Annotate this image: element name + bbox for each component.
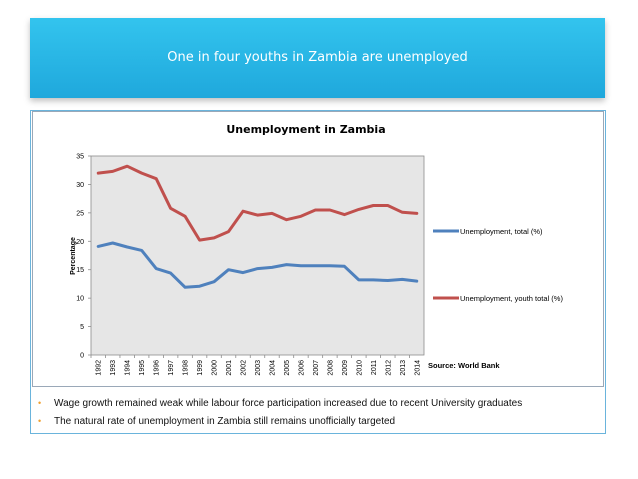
- x-tick-label: 2000: [212, 360, 219, 376]
- x-tick-label: 2008: [327, 360, 334, 376]
- x-tick-label: 2013: [400, 360, 407, 376]
- series-line-2: [96, 164, 419, 242]
- x-tick-label: 1999: [197, 360, 204, 376]
- legend-label: Unemployment, youth total (%): [460, 294, 563, 303]
- y-tick-label: 20: [76, 239, 84, 246]
- y-tick-label: 10: [76, 296, 84, 303]
- legend: Unemployment, total (%) Unemployment, you…: [433, 227, 563, 303]
- y-tick-label: 5: [80, 324, 84, 331]
- bullet-item: • The natural rate of unemployment in Zam…: [38, 412, 598, 430]
- source-note: Source: World Bank: [428, 361, 500, 370]
- x-axis: 1992 1993 1994 1995 1996 1997 1998 1999 2000 2001…: [90, 355, 421, 376]
- x-tick-label: 2003: [255, 360, 262, 376]
- x-tick-label: 2014: [414, 360, 421, 376]
- slide-title: One in four youths in Zambia are unemplo…: [167, 50, 468, 65]
- bullet-list: • Wage growth remained weak while labour …: [38, 394, 598, 430]
- x-tick-label: 2010: [356, 360, 363, 376]
- x-tick-label: 1998: [183, 360, 190, 376]
- legend-label: Unemployment, total (%): [460, 227, 543, 236]
- x-tick-label: 2001: [226, 360, 233, 376]
- content-box: [30, 110, 606, 434]
- x-tick-label: 1997: [168, 360, 175, 376]
- series-line-1: [96, 241, 419, 289]
- x-tick-label: 2002: [241, 360, 248, 376]
- bullet-text: The natural rate of unemployment in Zamb…: [54, 416, 396, 427]
- y-tick-label: 25: [76, 210, 84, 217]
- y-tick-label: 15: [76, 267, 84, 274]
- bullet-item: • Wage growth remained weak while labour …: [38, 394, 598, 412]
- title-banner: One in four youths in Zambia are unemplo…: [30, 18, 605, 98]
- bullet-icon: •: [38, 398, 42, 408]
- y-axis-label: Percentage: [70, 237, 77, 275]
- x-tick-label: 1995: [139, 360, 146, 376]
- x-tick-label: 2007: [313, 360, 320, 376]
- y-tick-label: 0: [80, 353, 84, 360]
- x-tick-label: 2006: [298, 360, 305, 376]
- y-tick-label: 30: [76, 182, 84, 189]
- x-tick-label: 1994: [125, 360, 132, 376]
- x-tick-label: 2012: [385, 360, 392, 376]
- x-tick-label: 2004: [269, 360, 276, 376]
- x-tick-label: 2009: [342, 360, 349, 376]
- x-tick-label: 1993: [110, 360, 117, 376]
- bullet-text: Wage growth remained weak while labour f…: [54, 398, 523, 409]
- series-lines: [96, 164, 419, 289]
- x-tick-label: 1996: [154, 360, 161, 376]
- plot-area: [90, 155, 425, 356]
- y-tick-label: 35: [76, 154, 84, 161]
- x-tick-label: 2005: [284, 360, 291, 376]
- x-tick-label: 1992: [96, 360, 103, 376]
- x-tick-label: 2011: [371, 360, 378, 375]
- y-axis: 0 5 10 15 20 25 30 35: [76, 154, 91, 360]
- chart-title: Unemployment in Zambia: [226, 123, 385, 136]
- bullet-icon: •: [38, 416, 42, 426]
